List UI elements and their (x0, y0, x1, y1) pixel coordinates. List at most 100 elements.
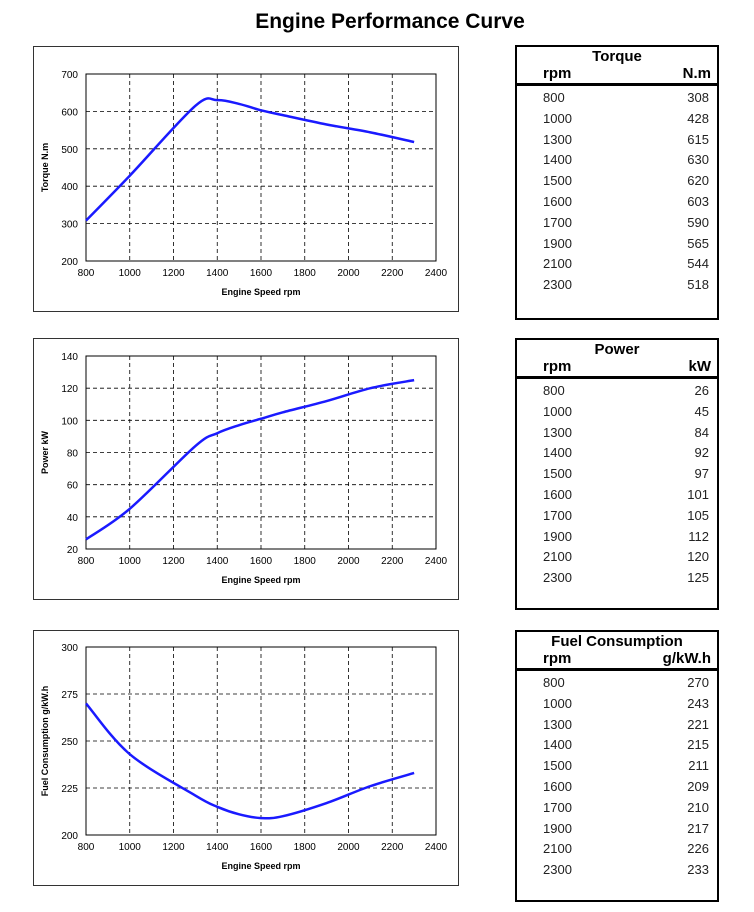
x-tick-label: 1800 (294, 268, 317, 279)
x-tick-label: 1200 (162, 842, 185, 853)
value-cell: 209 (687, 778, 709, 794)
x-tick-label: 1400 (206, 268, 229, 279)
y-tick-label: 40 (67, 513, 79, 524)
x-tick-label: 1600 (250, 268, 273, 279)
x-tick-label: 2200 (381, 556, 404, 567)
y-tick-label: 140 (61, 352, 78, 363)
table-title: Power (594, 341, 640, 358)
value-cell: 26 (694, 383, 709, 398)
table-header: rpm g/kW.h (517, 650, 717, 671)
page-title: Engine Performance Curve (255, 10, 525, 33)
x-tick-label: 1400 (206, 842, 229, 853)
table-row: 1500 97 (517, 464, 717, 485)
table-row: 800 270 (517, 673, 717, 694)
col-unit: kW (688, 358, 712, 375)
y-axis-label: Fuel Consumption g/kW.h (40, 686, 50, 797)
rpm-cell: 1400 (543, 737, 572, 753)
table-row: 800 308 (517, 88, 717, 109)
rpm-cell: 1900 (543, 820, 572, 836)
y-tick-label: 60 (67, 481, 79, 492)
table-row: 2300 125 (517, 568, 717, 589)
x-tick-label: 1000 (119, 842, 142, 853)
value-cell: 217 (687, 820, 709, 836)
x-tick-label: 1600 (250, 842, 273, 853)
table-title: Fuel Consumption (551, 633, 683, 650)
rpm-cell: 1900 (543, 528, 572, 544)
table-header: rpm N.m (517, 65, 717, 86)
value-cell: 233 (687, 862, 709, 878)
rpm-cell: 1700 (543, 214, 572, 230)
table-row: 1900 112 (517, 527, 717, 548)
rpm-cell: 1500 (543, 466, 572, 482)
table-row: 1700 105 (517, 506, 717, 527)
torque-table: Torque rpm N.m 800 308 1000 428 1300 615 1400 63… (515, 45, 719, 320)
table-row: 1000 243 (517, 694, 717, 715)
x-tick-label: 2400 (425, 556, 448, 567)
y-tick-label: 250 (61, 737, 78, 748)
value-cell: 226 (687, 841, 709, 857)
value-cell: 603 (687, 193, 709, 209)
y-tick-label: 600 (61, 107, 78, 118)
x-tick-label: 2200 (381, 268, 404, 279)
x-tick-label: 2400 (425, 268, 448, 279)
table-row: 1300 615 (517, 130, 717, 151)
table-row: 1600 101 (517, 485, 717, 506)
y-tick-label: 225 (61, 784, 78, 795)
rpm-cell: 800 (543, 383, 565, 398)
x-axis-label: Engine Speed rpm (221, 575, 300, 585)
table-row: 2100 544 (517, 254, 717, 275)
value-cell: 120 (687, 549, 709, 565)
value-cell: 518 (687, 277, 709, 293)
col-unit: N.m (682, 65, 711, 82)
x-tick-label: 1200 (162, 268, 185, 279)
y-tick-label: 80 (67, 449, 79, 460)
torque-chart: 800 1000 1200 1400 1600 1800 2000 2200 2400 200 30… (33, 46, 459, 312)
rpm-cell: 1400 (543, 152, 572, 168)
y-tick-label: 120 (61, 384, 78, 395)
y-tick-label: 100 (61, 416, 78, 427)
value-cell: 97 (694, 466, 709, 482)
power-chart: 800 1000 1200 1400 1600 1800 2000 2200 2400 20 40 6… (33, 338, 459, 600)
value-cell: 544 (687, 256, 709, 272)
rpm-cell: 1300 (543, 131, 572, 147)
table-row: 2100 120 (517, 547, 717, 568)
x-tick-label: 2400 (425, 842, 448, 853)
table-row: 1700 210 (517, 798, 717, 819)
x-tick-label: 800 (78, 268, 95, 279)
table-header: rpm kW (517, 358, 717, 379)
rpm-cell: 2300 (543, 862, 572, 878)
rpm-cell: 800 (543, 675, 565, 690)
x-axis-label: Engine Speed rpm (221, 287, 300, 297)
rpm-cell: 1600 (543, 193, 572, 209)
value-cell: 428 (687, 110, 709, 126)
rpm-cell: 1900 (543, 235, 572, 251)
fuel-table: Fuel Consumption rpm g/kW.h 800 270 1000 243… (515, 630, 719, 902)
rpm-cell: 1000 (543, 695, 572, 711)
col-unit: g/kW.h (662, 650, 711, 667)
rpm-cell: 1700 (543, 799, 572, 815)
x-tick-label: 1800 (294, 842, 317, 853)
y-axis-label: Power kW (40, 430, 50, 474)
value-cell: 270 (687, 675, 709, 690)
table-row: 1400 630 (517, 150, 717, 171)
value-cell: 211 (688, 758, 709, 774)
rpm-cell: 800 (543, 90, 565, 105)
x-tick-label: 1600 (250, 556, 273, 567)
value-cell: 92 (694, 445, 709, 461)
x-tick-label: 2200 (381, 842, 404, 853)
y-tick-label: 300 (61, 643, 78, 654)
value-cell: 112 (688, 528, 709, 544)
col-rpm: rpm (543, 65, 572, 82)
value-cell: 84 (694, 424, 709, 440)
rpm-cell: 2300 (543, 277, 572, 293)
y-tick-label: 200 (61, 257, 78, 268)
rpm-cell: 1600 (543, 486, 572, 502)
fuel-chart: 800 1000 1200 1400 1600 1800 2000 2200 2400 200 22… (33, 630, 459, 886)
value-cell: 125 (687, 570, 709, 586)
rpm-cell: 1700 (543, 507, 572, 523)
table-row: 2100 226 (517, 839, 717, 860)
table-title: Torque (592, 48, 642, 65)
series-line (85, 702, 415, 820)
rpm-cell: 1000 (543, 403, 572, 419)
